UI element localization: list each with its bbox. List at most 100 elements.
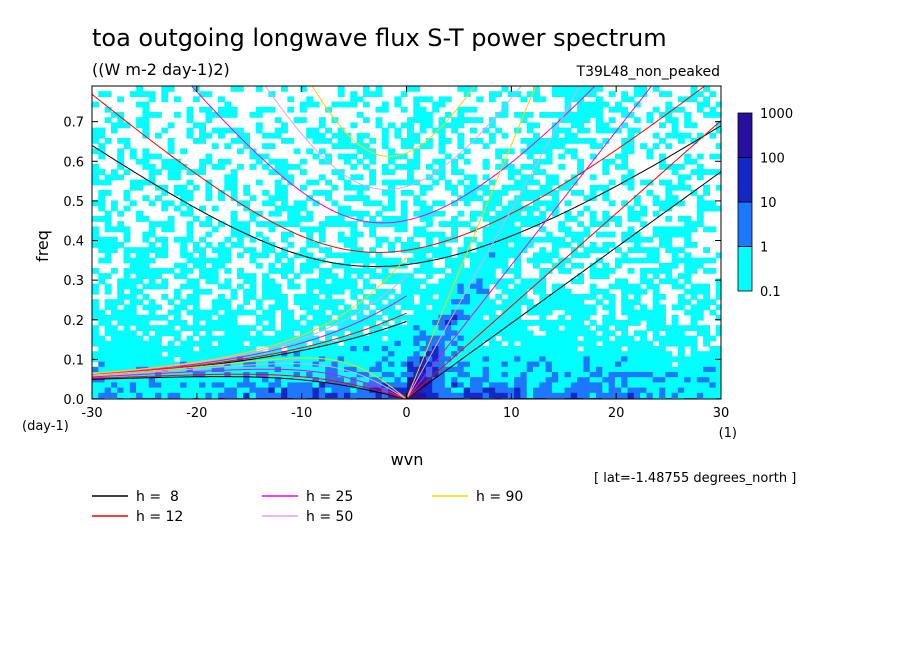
spectrum-cell: [110, 122, 118, 129]
spectrum-cell: [167, 216, 175, 222]
spectrum-cell: [551, 252, 559, 259]
spectrum-cell: [488, 138, 496, 144]
spectrum-cell: [230, 174, 238, 181]
spectrum-cell: [583, 127, 591, 134]
spectrum-cell: [199, 122, 206, 129]
spectrum-cell: [299, 351, 307, 357]
spectrum-cell: [117, 283, 125, 290]
spectrum-cell: [413, 195, 421, 201]
spectrum-cell: [677, 372, 685, 378]
spectrum-cell: [703, 330, 710, 337]
spectrum-cell: [123, 351, 131, 357]
spectrum-cell: [161, 283, 169, 290]
spectrum-cell: [325, 351, 332, 357]
spectrum-cell: [539, 351, 547, 357]
spectrum-cell: [318, 221, 326, 227]
spectrum-cell: [444, 299, 452, 305]
spectrum-cell: [255, 392, 263, 399]
spectrum-cell: [230, 387, 238, 394]
spectrum-cell: [249, 195, 257, 201]
spectrum-cell: [589, 273, 597, 279]
spectrum-cell: [520, 351, 528, 357]
spectrum-cell: [425, 392, 433, 399]
spectrum-cell: [331, 320, 339, 326]
spectrum-cell: [602, 304, 610, 311]
spectrum-cell: [224, 377, 232, 383]
spectrum-cell: [281, 86, 288, 92]
spectrum-cell: [281, 122, 288, 129]
spectrum-cell: [306, 101, 314, 108]
spectrum-cell: [684, 158, 692, 165]
spectrum-cell: [608, 283, 616, 290]
spectrum-cell: [155, 346, 162, 352]
spectrum-cell: [419, 231, 427, 238]
spectrum-cell: [583, 314, 591, 321]
spectrum-cell: [104, 288, 112, 295]
spectrum-cell: [514, 231, 521, 238]
y-tick-label: 0.7: [63, 116, 84, 131]
spectrum-cell: [545, 205, 553, 212]
spectrum-cell: [136, 320, 143, 326]
spectrum-cell: [337, 236, 345, 243]
spectrum-cell: [444, 309, 452, 316]
spectrum-cell: [255, 252, 263, 259]
spectrum-cell: [715, 346, 721, 352]
spectrum-cell: [432, 179, 440, 186]
spectrum-cell: [488, 372, 496, 378]
spectrum-cell: [281, 221, 288, 227]
spectrum-cell: [495, 377, 503, 383]
spectrum-cell: [596, 221, 603, 227]
spectrum-cell: [312, 242, 320, 248]
spectrum-cell: [476, 294, 484, 300]
spectrum-cell: [545, 304, 553, 311]
spectrum-cell: [577, 231, 584, 238]
spectrum-cell: [677, 304, 685, 311]
spectrum-cell: [205, 346, 213, 352]
spectrum-cell: [218, 320, 225, 326]
spectrum-cell: [400, 283, 408, 290]
spectrum-cell: [470, 117, 477, 123]
spectrum-cell: [621, 340, 629, 347]
spectrum-cell: [136, 216, 143, 222]
spectrum-cell: [419, 320, 427, 326]
spectrum-cell: [375, 294, 383, 300]
spectrum-cell: [514, 247, 521, 253]
spectrum-cell: [564, 356, 572, 363]
spectrum-cell: [356, 351, 364, 357]
spectrum-cell: [696, 216, 704, 222]
spectrum-cell: [589, 377, 597, 383]
spectrum-cell: [180, 273, 188, 279]
spectrum-cell: [199, 127, 206, 134]
spectrum-cell: [136, 268, 143, 274]
spectrum-cell: [677, 377, 685, 383]
spectrum-cell: [488, 195, 496, 201]
spectrum-cell: [312, 226, 320, 233]
spectrum-cell: [407, 361, 414, 368]
spectrum-cell: [432, 309, 440, 316]
spectrum-cell: [652, 226, 660, 233]
spectrum-cell: [463, 299, 471, 305]
spectrum-cell: [419, 372, 427, 378]
spectrum-cell: [583, 205, 591, 212]
spectrum-cell: [715, 294, 721, 300]
spectrum-cell: [325, 382, 332, 389]
spectrum-cell: [703, 169, 710, 175]
spectrum-cell: [526, 320, 534, 326]
dispersion-curve-h8-0: [407, 171, 721, 399]
spectrum-cell: [457, 257, 465, 264]
spectrum-cell: [98, 190, 106, 196]
spectrum-cell: [281, 377, 288, 383]
spectrum-cell: [684, 112, 692, 118]
spectrum-cell: [249, 288, 257, 295]
spectrum-cell: [123, 122, 131, 129]
spectrum-cell: [570, 190, 578, 196]
spectrum-cell: [407, 304, 414, 311]
spectrum-cell: [142, 247, 150, 253]
spectrum-cell: [545, 340, 553, 347]
spectrum-cell: [110, 340, 118, 347]
spectrum-cell: [476, 195, 484, 201]
spectrum-cell: [482, 262, 490, 269]
spectrum-cell: [117, 351, 125, 357]
spectrum-cell: [608, 91, 616, 97]
spectrum-cell: [318, 283, 326, 290]
